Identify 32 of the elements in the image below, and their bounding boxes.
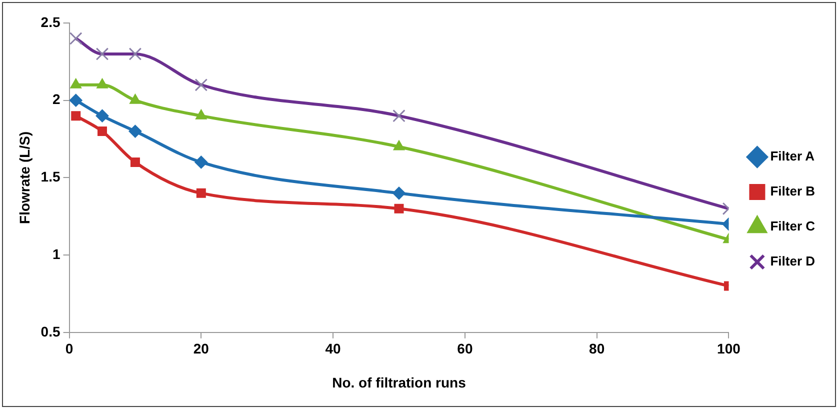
- point: [97, 126, 107, 136]
- point: [70, 78, 82, 88]
- point: [196, 188, 206, 198]
- point: [69, 94, 82, 107]
- point: [394, 204, 404, 214]
- y-axis-title: Flowrate (L/S): [16, 131, 32, 224]
- y-tick-label: 2: [52, 91, 60, 108]
- x-tick-label: 60: [457, 340, 473, 357]
- legend-label: Filter A: [770, 148, 816, 164]
- point: [71, 111, 81, 121]
- y-tick-label: 1.5: [40, 168, 60, 185]
- x-axis-title: No. of filtration runs: [332, 374, 466, 390]
- point: [393, 140, 405, 150]
- legend-label: Filter C: [770, 218, 816, 234]
- legend-label: Filter B: [770, 184, 816, 199]
- y-tick-label: 0.5: [40, 323, 60, 340]
- x-tick-label: 40: [325, 340, 342, 357]
- point: [194, 156, 208, 169]
- x-tick-label: 0: [65, 340, 74, 357]
- x-tick-label: 80: [589, 340, 605, 357]
- x-tick-label: 20: [193, 340, 210, 357]
- point: [96, 78, 108, 88]
- point: [128, 124, 142, 138]
- legend-label: Filter D: [770, 254, 816, 269]
- x-tick-label: 100: [717, 340, 741, 357]
- point: [195, 109, 207, 120]
- y-tick-label: 1: [52, 246, 60, 262]
- point: [392, 186, 406, 200]
- point: [96, 109, 109, 122]
- y-tick-label: 2.5: [40, 14, 60, 30]
- point: [130, 94, 141, 104]
- point: [130, 157, 140, 167]
